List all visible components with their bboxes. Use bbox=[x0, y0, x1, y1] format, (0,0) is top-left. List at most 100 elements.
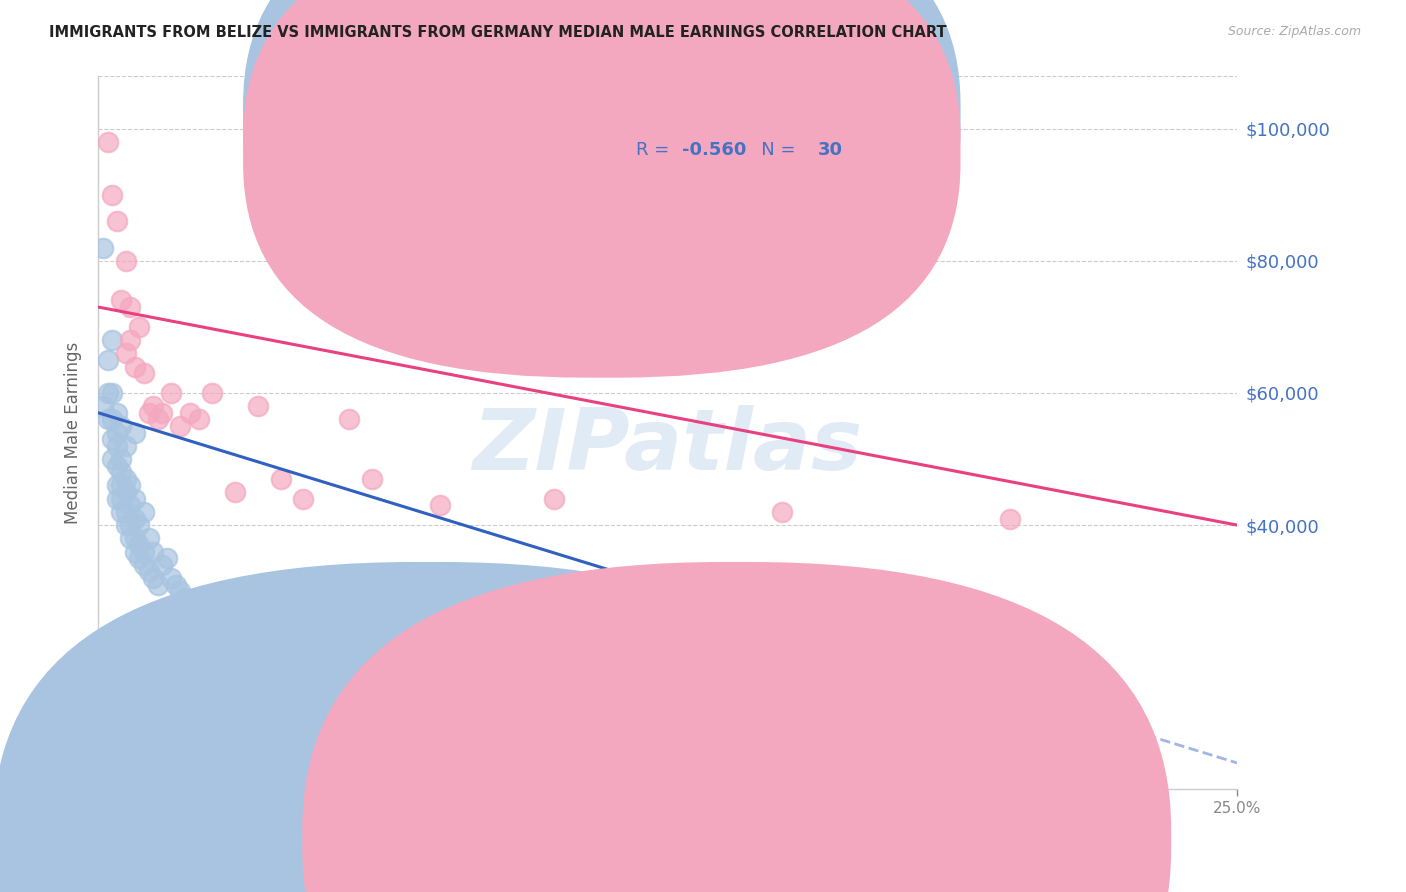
Point bbox=[360, 472, 382, 486]
Point bbox=[138, 532, 160, 546]
Point bbox=[224, 485, 246, 500]
Point bbox=[292, 716, 315, 731]
Point bbox=[132, 505, 155, 519]
Point bbox=[105, 478, 128, 492]
Point bbox=[120, 498, 142, 512]
Text: IMMIGRANTS FROM BELIZE VS IMMIGRANTS FROM GERMANY MEDIAN MALE EARNINGS CORRELATI: IMMIGRANTS FROM BELIZE VS IMMIGRANTS FRO… bbox=[49, 25, 946, 40]
Point bbox=[224, 637, 246, 651]
Point bbox=[114, 439, 136, 453]
Point bbox=[120, 478, 142, 492]
Point bbox=[160, 386, 183, 401]
Point bbox=[124, 425, 146, 440]
Point bbox=[169, 584, 191, 599]
Point bbox=[96, 353, 118, 368]
Point bbox=[124, 532, 146, 546]
Text: Immigrants from Belize: Immigrants from Belize bbox=[450, 830, 644, 848]
Point bbox=[132, 544, 155, 558]
Point bbox=[179, 598, 201, 612]
Point bbox=[114, 346, 136, 360]
Point bbox=[124, 511, 146, 525]
Point bbox=[101, 452, 124, 467]
Point bbox=[110, 478, 132, 492]
Point bbox=[120, 300, 142, 314]
Point bbox=[128, 319, 150, 334]
Point bbox=[128, 551, 150, 566]
Point bbox=[270, 472, 292, 486]
Point bbox=[110, 465, 132, 479]
Point bbox=[105, 406, 128, 420]
FancyBboxPatch shape bbox=[243, 0, 960, 377]
Point bbox=[337, 412, 360, 426]
Text: N =: N = bbox=[744, 108, 801, 126]
Point bbox=[998, 511, 1021, 525]
Point bbox=[498, 776, 520, 790]
Point bbox=[120, 532, 142, 546]
Point bbox=[150, 406, 173, 420]
Point bbox=[114, 505, 136, 519]
Point bbox=[114, 253, 136, 268]
Point bbox=[96, 386, 118, 401]
Text: 30: 30 bbox=[818, 141, 844, 159]
Point bbox=[337, 743, 360, 757]
Point bbox=[770, 505, 793, 519]
Point bbox=[120, 518, 142, 533]
Text: N =: N = bbox=[744, 141, 801, 159]
Point bbox=[384, 759, 406, 773]
Point bbox=[179, 406, 201, 420]
Text: -0.560: -0.560 bbox=[682, 141, 747, 159]
Text: ZIPatlas: ZIPatlas bbox=[472, 405, 863, 489]
Y-axis label: Median Male Earnings: Median Male Earnings bbox=[65, 342, 83, 524]
Point bbox=[360, 753, 382, 767]
Point bbox=[770, 781, 793, 796]
Point bbox=[110, 293, 132, 308]
Point bbox=[96, 412, 118, 426]
Point bbox=[215, 624, 238, 638]
Point bbox=[124, 544, 146, 558]
FancyBboxPatch shape bbox=[565, 87, 879, 183]
Point bbox=[124, 359, 146, 374]
Point bbox=[128, 538, 150, 552]
Point bbox=[91, 399, 114, 413]
Point bbox=[132, 366, 155, 380]
Point bbox=[246, 664, 269, 678]
Point bbox=[165, 577, 187, 591]
Point bbox=[156, 551, 179, 566]
Point bbox=[114, 485, 136, 500]
Point bbox=[128, 518, 150, 533]
Point bbox=[292, 491, 315, 506]
Point bbox=[150, 558, 173, 572]
Point bbox=[96, 135, 118, 149]
Point bbox=[169, 419, 191, 434]
Point bbox=[101, 412, 124, 426]
Text: R =: R = bbox=[636, 108, 675, 126]
Point bbox=[187, 412, 209, 426]
Point bbox=[429, 498, 451, 512]
Point bbox=[120, 333, 142, 347]
Point bbox=[634, 779, 657, 793]
Point bbox=[160, 571, 183, 585]
Point bbox=[114, 518, 136, 533]
Point bbox=[105, 458, 128, 473]
Point bbox=[429, 769, 451, 783]
Point bbox=[138, 565, 160, 579]
Point bbox=[132, 558, 155, 572]
Point bbox=[201, 386, 224, 401]
Point bbox=[138, 406, 160, 420]
Point bbox=[246, 399, 269, 413]
Text: 68: 68 bbox=[818, 108, 844, 126]
Point bbox=[270, 690, 292, 704]
Point bbox=[110, 452, 132, 467]
Point bbox=[543, 491, 565, 506]
Text: Source: ZipAtlas.com: Source: ZipAtlas.com bbox=[1227, 25, 1361, 38]
Point bbox=[101, 333, 124, 347]
Text: Immigrants from Germany: Immigrants from Germany bbox=[759, 830, 980, 848]
Point bbox=[101, 432, 124, 446]
Point bbox=[146, 412, 169, 426]
Point bbox=[110, 419, 132, 434]
Point bbox=[105, 439, 128, 453]
Point bbox=[187, 604, 209, 618]
Point bbox=[105, 491, 128, 506]
FancyBboxPatch shape bbox=[243, 0, 960, 345]
Point bbox=[201, 610, 224, 624]
Point bbox=[101, 187, 124, 202]
